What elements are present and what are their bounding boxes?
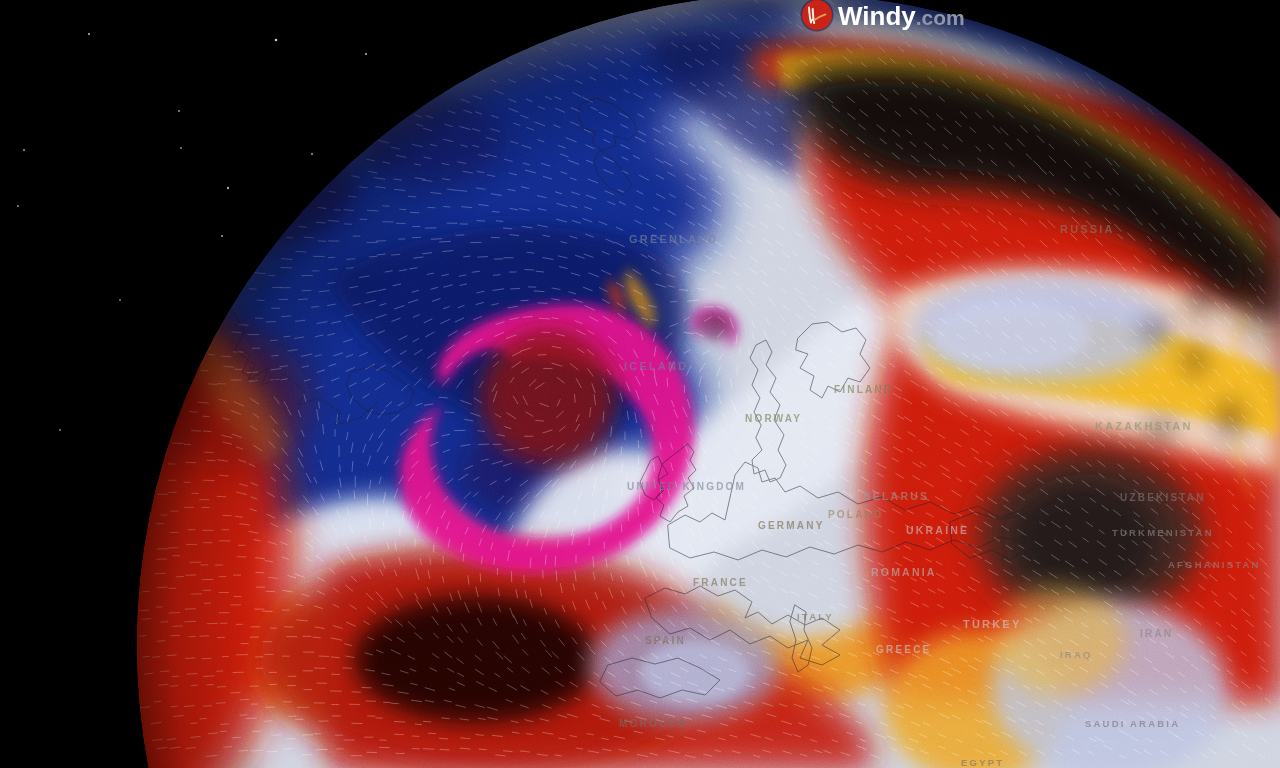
- svg-text:Windy.com: Windy.com: [838, 1, 965, 31]
